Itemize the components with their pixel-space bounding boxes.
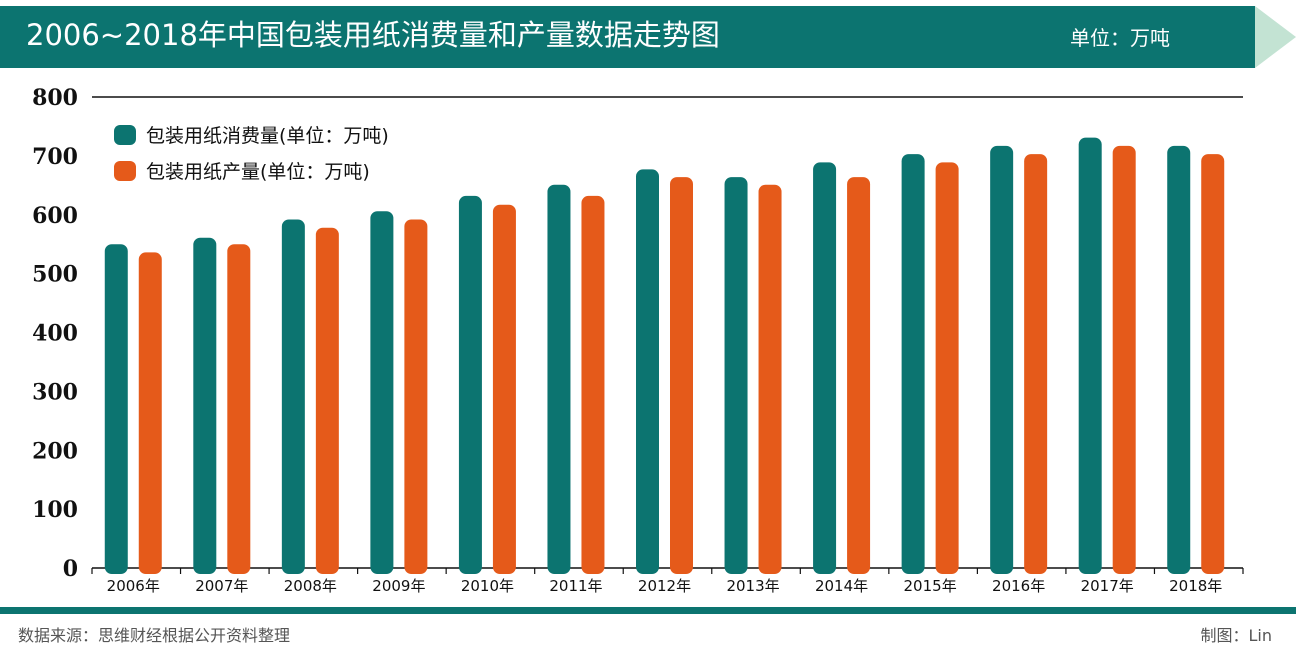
y-tick-label: 300 — [32, 379, 78, 405]
x-tick-label: 2012年 — [638, 577, 691, 595]
x-tick-label: 2011年 — [549, 577, 602, 595]
x-tick-label: 2017年 — [1081, 577, 1134, 595]
title-banner-bar — [0, 6, 1255, 68]
x-tick-label: 2009年 — [372, 577, 425, 595]
legend-label: 包装用纸消费量(单位：万吨) — [146, 125, 389, 147]
y-tick-label: 500 — [32, 262, 78, 288]
bar-production — [315, 227, 339, 574]
bar-production — [935, 162, 959, 574]
bar-chart: 0 100 200 300 400 500 600 700 800 2006年 2007年 2008年… — [32, 85, 1244, 595]
bar-production — [581, 195, 605, 574]
bar-production — [138, 252, 162, 574]
legend-swatch — [114, 125, 136, 145]
bar-consumption — [813, 162, 837, 574]
footer-rule — [0, 607, 1296, 614]
bar-consumption — [458, 195, 482, 574]
bar-consumption — [281, 219, 305, 574]
bar-production — [670, 177, 693, 574]
x-tick-label: 2013年 — [726, 577, 779, 595]
x-tick-label: 2010年 — [461, 577, 514, 595]
x-tick-label: 2008年 — [284, 577, 337, 595]
bar-production — [847, 177, 871, 574]
x-tick-label: 2015年 — [904, 577, 957, 595]
bar-consumption — [990, 145, 1014, 574]
credit-note: 制图：Lin — [1200, 626, 1272, 645]
bar-production — [758, 184, 782, 574]
chart-title: 2006~2018年中国包装用纸消费量和产量数据走势图 — [26, 18, 720, 52]
x-tick-label: 2016年 — [992, 577, 1045, 595]
bar-consumption — [724, 177, 748, 574]
x-tick-label: 2006年 — [107, 577, 160, 595]
y-tick-label: 200 — [32, 438, 78, 464]
bar-consumption — [636, 169, 659, 574]
bar-consumption — [193, 237, 217, 574]
title-banner — [0, 6, 1296, 68]
legend-label: 包装用纸产量(单位：万吨) — [146, 161, 370, 183]
x-tick-label: 2018年 — [1169, 577, 1222, 595]
source-note: 数据来源：思维财经根据公开资料整理 — [18, 626, 291, 645]
bar-consumption — [1167, 145, 1191, 574]
bar-production — [1201, 154, 1225, 574]
title-banner-arrow — [1255, 6, 1296, 68]
bar-consumption — [1078, 137, 1102, 574]
y-tick-label: 0 — [63, 556, 78, 582]
bar-consumption — [370, 211, 394, 574]
bar-consumption — [547, 184, 571, 574]
y-tick-label: 600 — [32, 203, 78, 229]
y-tick-label: 400 — [32, 321, 78, 347]
bar-production — [492, 204, 516, 574]
bar-production — [404, 219, 428, 574]
y-tick-label: 700 — [32, 144, 78, 170]
bar-production — [227, 244, 251, 574]
y-tick-label: 800 — [32, 85, 78, 111]
legend-swatch — [114, 161, 136, 181]
x-tick-label: 2007年 — [195, 577, 248, 595]
y-tick-label: 100 — [32, 497, 78, 523]
bar-consumption — [901, 154, 925, 574]
bar-production — [1112, 145, 1136, 574]
unit-label: 单位：万吨 — [1070, 26, 1170, 50]
x-tick-label: 2014年 — [815, 577, 868, 595]
bar-production — [1024, 154, 1048, 574]
bar-consumption — [104, 244, 128, 574]
